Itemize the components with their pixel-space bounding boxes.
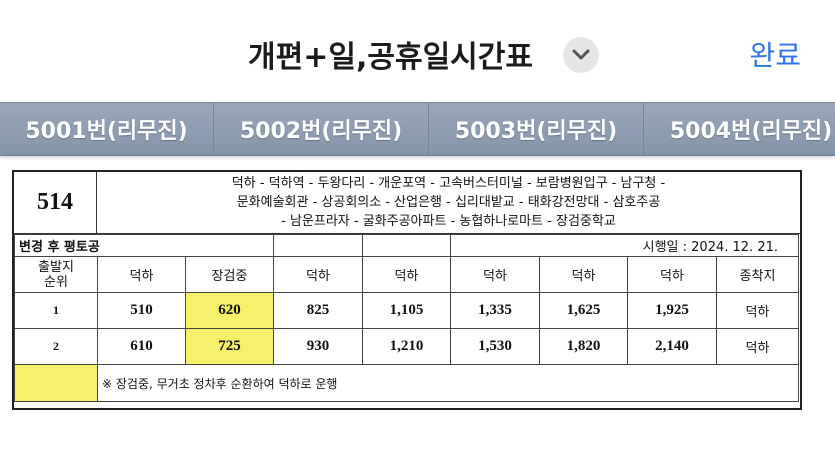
time-cell: 1,625 <box>539 292 628 329</box>
change-note: 변경 후 평토공 <box>14 234 274 257</box>
info-cell <box>450 234 540 257</box>
app-header: 개편+일,공휴일시간표 완료 <box>0 0 835 102</box>
time-cell: 2,140 <box>627 328 717 365</box>
route-tab-bar: 5001번(리무진) 5002번(리무진) 5003번(리무진) 5004번(리… <box>0 102 835 156</box>
table-row: 1 510 620 825 1,105 1,335 1,625 1,925 덕하 <box>14 292 799 329</box>
column-header: 덕하 <box>627 256 717 293</box>
timetable-sheet: 514 덕하 - 덕하역 - 두왕다리 - 개운포역 - 고속버스터미널 - 보… <box>12 170 802 410</box>
route-path: 덕하 - 덕하역 - 두왕다리 - 개운포역 - 고속버스터미널 - 보람병원입… <box>97 172 800 234</box>
title-wrap: 개편+일,공휴일시간표 <box>0 28 835 80</box>
time-cell: 1,530 <box>450 328 540 365</box>
tab-5001[interactable]: 5001번(리무진) <box>0 103 214 155</box>
timetable-grid: 변경 후 평토공 시행일 : 2024. 12. 21. 출발지 순위 덕하 장… <box>14 234 799 402</box>
time-cell: 1,105 <box>362 292 451 329</box>
column-header: 종착지 <box>716 256 799 293</box>
time-cell: 510 <box>97 292 186 329</box>
end-stop-cell: 덕하 <box>716 328 799 365</box>
column-header: 덕하 <box>450 256 540 293</box>
column-header: 덕하 <box>539 256 628 293</box>
column-header: 덕하 <box>97 256 186 293</box>
route-path-line: 문화예술회관 - 상공회의소 - 산업은행 - 십리대밭교 - 태화강전망대 -… <box>236 195 661 210</box>
time-cell: 930 <box>273 328 363 365</box>
header-row: 출발지 순위 덕하 장검중 덕하 덕하 덕하 덕하 덕하 종착지 <box>14 256 799 293</box>
route-number: 514 <box>14 172 97 234</box>
legend-swatch <box>14 364 98 402</box>
info-row: 변경 후 평토공 시행일 : 2024. 12. 21. <box>14 234 799 257</box>
time-cell-highlighted: 725 <box>185 328 274 365</box>
done-button[interactable]: 완료 <box>749 39 801 72</box>
time-cell: 1,925 <box>627 292 717 329</box>
row-order: 2 <box>14 328 98 365</box>
chevron-down-glyph <box>572 49 590 60</box>
tab-5003[interactable]: 5003번(리무진) <box>429 103 644 155</box>
tab-5002[interactable]: 5002번(리무진) <box>214 103 429 155</box>
page-title[interactable]: 개편+일,공휴일시간표 <box>248 40 533 75</box>
footnote: ※ 장검중, 무거초 정차후 순환하여 덕하로 운행 <box>97 364 799 402</box>
info-cell <box>362 234 451 257</box>
column-header-line: 순위 <box>44 274 68 290</box>
time-cell: 610 <box>97 328 186 365</box>
time-cell-highlighted: 620 <box>185 292 274 329</box>
column-header-order: 출발지 순위 <box>14 256 98 293</box>
end-stop-cell: 덕하 <box>716 292 799 329</box>
column-header-line: 출발지 <box>38 259 74 275</box>
table-row: 2 610 725 930 1,210 1,530 1,820 2,140 덕하 <box>14 328 799 365</box>
info-cell <box>273 234 363 257</box>
route-path-line: - 남운프라자 - 굴화주공아파트 - 농협하나로마트 - 장검중학교 <box>281 214 616 229</box>
time-cell: 1,820 <box>539 328 628 365</box>
row-order: 1 <box>14 292 98 329</box>
time-cell: 825 <box>273 292 363 329</box>
effective-date: 시행일 : 2024. 12. 21. <box>539 234 799 257</box>
time-cell: 1,335 <box>450 292 540 329</box>
column-header: 덕하 <box>362 256 451 293</box>
footnote-row: ※ 장검중, 무거초 정차후 순환하여 덕하로 운행 <box>14 364 799 402</box>
time-cell: 1,210 <box>362 328 451 365</box>
chevron-down-icon[interactable] <box>563 37 599 73</box>
tab-5004[interactable]: 5004번(리무진) <box>644 103 835 155</box>
column-header: 덕하 <box>273 256 363 293</box>
column-header: 장검중 <box>185 256 274 293</box>
route-path-line: 덕하 - 덕하역 - 두왕다리 - 개운포역 - 고속버스터미널 - 보람병원입… <box>231 176 666 191</box>
